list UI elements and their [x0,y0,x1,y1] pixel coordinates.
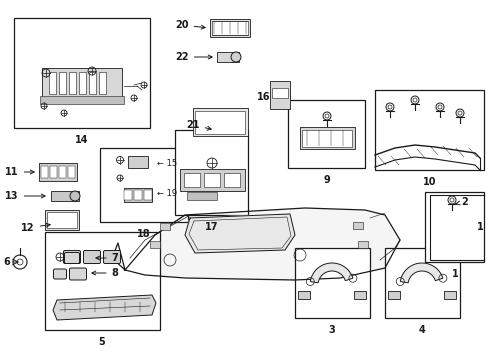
Bar [352,221,362,229]
Polygon shape [53,295,156,320]
Circle shape [230,52,241,62]
Text: 5: 5 [99,337,105,347]
Bar [183,173,200,187]
Text: 3: 3 [328,325,335,335]
Text: 17: 17 [205,222,218,232]
Bar [42,68,122,98]
Text: 1: 1 [451,269,457,279]
Bar [357,240,367,248]
Bar [48,72,55,94]
Bar [41,166,47,178]
Text: 2: 2 [455,197,468,207]
Bar [179,169,244,191]
Bar [195,111,244,134]
FancyBboxPatch shape [64,252,80,264]
Bar [294,248,369,318]
Text: 10: 10 [423,177,436,187]
Bar [79,72,85,94]
Bar [49,166,57,178]
Text: 14: 14 [75,135,88,145]
Bar [14,18,150,128]
Circle shape [385,103,393,111]
Text: 12: 12 [21,223,50,233]
Circle shape [70,191,80,201]
Bar [374,90,483,170]
Circle shape [410,96,418,104]
Bar [68,72,75,94]
Bar [98,72,105,94]
Bar [88,72,95,94]
Bar [384,248,459,318]
FancyBboxPatch shape [53,269,66,279]
Polygon shape [400,263,442,283]
Bar [387,291,399,299]
FancyBboxPatch shape [103,251,120,264]
Bar [160,222,170,230]
Circle shape [455,109,463,117]
Bar [192,108,247,136]
Text: 20: 20 [175,20,205,30]
Text: 7: 7 [96,253,118,263]
Text: 4: 4 [418,325,425,335]
Text: ← 19: ← 19 [157,189,177,198]
Bar [39,163,77,181]
Bar [59,72,65,94]
FancyBboxPatch shape [63,251,81,264]
FancyBboxPatch shape [83,251,101,264]
Bar [443,291,455,299]
Text: 1: 1 [476,222,483,232]
Polygon shape [112,208,399,280]
Text: 8: 8 [92,268,118,278]
Bar [269,81,289,109]
Bar [299,127,354,149]
Text: 11: 11 [5,167,34,177]
Bar [67,166,74,178]
Circle shape [447,196,455,204]
Bar [124,188,152,202]
Text: 13: 13 [5,191,45,201]
Bar [224,173,240,187]
Bar [175,130,247,215]
Bar [45,210,79,230]
Bar [212,21,247,35]
Bar [302,130,351,147]
Bar [47,212,77,228]
Bar [45,232,160,330]
Bar [51,191,79,201]
Bar [59,166,65,178]
Bar [271,88,287,98]
Bar [124,190,132,200]
Bar [353,291,365,299]
Bar [134,190,142,200]
FancyBboxPatch shape [69,268,86,280]
Text: 18: 18 [137,229,150,239]
Circle shape [323,112,330,120]
Text: 6: 6 [3,257,10,267]
Polygon shape [310,263,352,283]
Polygon shape [184,214,294,253]
Circle shape [435,103,443,111]
Text: 9: 9 [323,175,330,185]
Bar [203,173,220,187]
Text: 22: 22 [175,52,212,62]
Bar [100,148,187,222]
Bar [217,52,239,62]
Bar [297,291,309,299]
Bar [287,100,364,168]
Bar [209,19,249,37]
Bar [424,192,483,262]
Bar [150,240,160,248]
Text: 21: 21 [186,120,211,130]
Bar [40,96,124,104]
Bar [128,156,148,168]
Bar [143,190,152,200]
Bar [186,192,217,200]
Text: 16: 16 [256,92,269,102]
Text: ← 15: ← 15 [157,158,177,167]
